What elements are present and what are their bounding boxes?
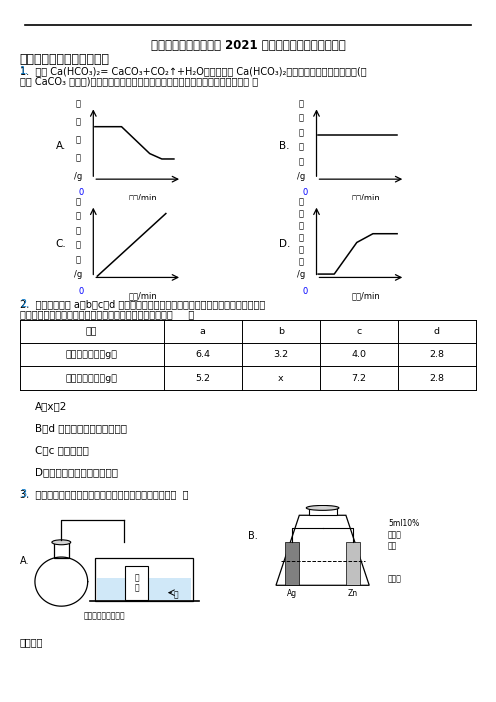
Text: 7.2: 7.2 bbox=[351, 373, 366, 383]
Text: 化: 化 bbox=[299, 221, 304, 230]
Text: 比较金: 比较金 bbox=[388, 575, 402, 583]
Text: b: b bbox=[278, 327, 284, 336]
Text: 5ml10%: 5ml10% bbox=[388, 519, 419, 529]
Text: B．d 是催化剂，加快反应速率: B．d 是催化剂，加快反应速率 bbox=[35, 423, 126, 433]
Text: 水: 水 bbox=[174, 590, 179, 600]
Text: x: x bbox=[278, 373, 283, 383]
Text: 时间/min: 时间/min bbox=[351, 193, 380, 202]
Text: 3.2: 3.2 bbox=[273, 350, 288, 359]
Text: 0: 0 bbox=[302, 286, 308, 296]
Text: 成都树德实验中学东区 2021 年化学上册期末试题及答案: 成都树德实验中学东区 2021 年化学上册期末试题及答案 bbox=[151, 39, 345, 52]
Text: 0: 0 bbox=[302, 188, 308, 197]
Text: B.: B. bbox=[248, 531, 258, 541]
Text: Zn: Zn bbox=[348, 590, 358, 598]
Text: 反应后的质量（g）: 反应后的质量（g） bbox=[65, 373, 118, 383]
Text: 一、九年级化学上册选择题: 一、九年级化学上册选择题 bbox=[20, 53, 110, 67]
Text: 白
磷: 白 磷 bbox=[134, 573, 139, 592]
Text: d: d bbox=[434, 327, 440, 336]
Text: /g: /g bbox=[297, 171, 305, 180]
Ellipse shape bbox=[52, 540, 71, 545]
Text: 溶液: 溶液 bbox=[388, 541, 397, 550]
Bar bbox=[346, 542, 360, 585]
Bar bbox=[285, 542, 299, 585]
Text: 过程 CaCO₃ 不分解)，下列图象表示该过程中某些量的变化趋势，其中错误的是（ ）: 过程 CaCO₃ 不分解)，下列图象表示该过程中某些量的变化趋势，其中错误的是（… bbox=[20, 77, 258, 86]
Text: /g: /g bbox=[73, 270, 82, 279]
Bar bbox=[54, 543, 69, 558]
Text: 量: 量 bbox=[75, 154, 80, 162]
Text: 素: 素 bbox=[299, 128, 304, 137]
Text: 1.: 1. bbox=[20, 66, 29, 76]
Text: 二: 二 bbox=[299, 197, 304, 206]
Text: 质: 质 bbox=[299, 143, 304, 152]
Ellipse shape bbox=[306, 505, 339, 510]
Text: /g: /g bbox=[297, 270, 305, 279]
Bar bbox=[125, 566, 148, 600]
Text: 质: 质 bbox=[299, 246, 304, 255]
Bar bbox=[309, 508, 337, 515]
Text: 1.  已知 Ca(HCO₃)₂= CaCO₃+CO₂↑+H₂O，一定量的 Ca(HCO₃)₂固体在密闭容器中受热分解(此: 1. 已知 Ca(HCO₃)₂= CaCO₃+CO₂↑+H₂O，一定量的 Ca(… bbox=[20, 66, 367, 76]
Text: c: c bbox=[356, 327, 361, 336]
Text: 6.4: 6.4 bbox=[195, 350, 210, 359]
Bar bbox=[97, 578, 191, 600]
Text: 0: 0 bbox=[79, 188, 84, 197]
Text: 0: 0 bbox=[79, 286, 84, 296]
Text: 氧: 氧 bbox=[299, 209, 304, 218]
Text: 时间/min: 时间/min bbox=[351, 291, 380, 300]
Text: B.: B. bbox=[279, 141, 289, 151]
Text: 3.  下列问题的研究中，没有利用对比实验思想方法的是（  ）: 3. 下列问题的研究中，没有利用对比实验思想方法的是（ ） bbox=[20, 489, 188, 499]
Text: /g: /g bbox=[73, 171, 82, 180]
Text: D．反应前后原子的数目不变: D．反应前后原子的数目不变 bbox=[35, 467, 118, 477]
Text: C.: C. bbox=[56, 239, 66, 249]
Text: 时间/min: 时间/min bbox=[128, 193, 157, 202]
Text: 体: 体 bbox=[75, 117, 80, 126]
Text: 碳: 碳 bbox=[299, 234, 304, 242]
Text: 钙: 钙 bbox=[75, 226, 80, 235]
Text: A．x＝2: A．x＝2 bbox=[35, 402, 67, 411]
Text: 5.2: 5.2 bbox=[195, 373, 210, 383]
Text: 量: 量 bbox=[75, 256, 80, 265]
Text: D.: D. bbox=[279, 239, 290, 249]
Text: 量: 量 bbox=[299, 258, 304, 267]
Text: 固: 固 bbox=[75, 99, 80, 108]
Text: 2.8: 2.8 bbox=[430, 350, 444, 359]
Text: 碳: 碳 bbox=[75, 197, 80, 206]
Text: 酸: 酸 bbox=[75, 212, 80, 220]
Text: Ag: Ag bbox=[287, 590, 298, 598]
Text: 属活动性: 属活动性 bbox=[20, 637, 43, 647]
Text: 元: 元 bbox=[299, 114, 304, 122]
Text: 物质: 物质 bbox=[86, 327, 97, 336]
Text: a: a bbox=[200, 327, 205, 336]
Text: 研究空气中氧气含量: 研究空气中氧气含量 bbox=[84, 611, 125, 621]
Text: A.: A. bbox=[56, 141, 66, 151]
Text: 质: 质 bbox=[75, 241, 80, 250]
Text: 反应前的质量（g）: 反应前的质量（g） bbox=[65, 350, 118, 359]
Text: 稀盐酸: 稀盐酸 bbox=[388, 531, 402, 539]
Text: 质: 质 bbox=[75, 135, 80, 144]
Text: C．c 不是化合物: C．c 不是化合物 bbox=[35, 445, 89, 455]
Text: 2.: 2. bbox=[20, 299, 29, 309]
Text: 2.  把一定质量的 a、b、c、d 四种物质放入一密闭容器中，在一定条件下反应一段时间: 2. 把一定质量的 a、b、c、d 四种物质放入一密闭容器中，在一定条件下反应一… bbox=[20, 299, 265, 309]
Text: 2.8: 2.8 bbox=[430, 373, 444, 383]
Text: 时间/min: 时间/min bbox=[128, 291, 157, 300]
Text: 4.0: 4.0 bbox=[351, 350, 366, 359]
Text: A.: A. bbox=[20, 556, 29, 566]
Bar bbox=[95, 558, 193, 601]
Text: 3.: 3. bbox=[20, 489, 29, 499]
Text: 碳: 碳 bbox=[299, 99, 304, 108]
Text: 量: 量 bbox=[299, 157, 304, 166]
Text: 后，测得反应后各物质的质量如下，下列说法中正确的是（     ）: 后，测得反应后各物质的质量如下，下列说法中正确的是（ ） bbox=[20, 310, 194, 319]
